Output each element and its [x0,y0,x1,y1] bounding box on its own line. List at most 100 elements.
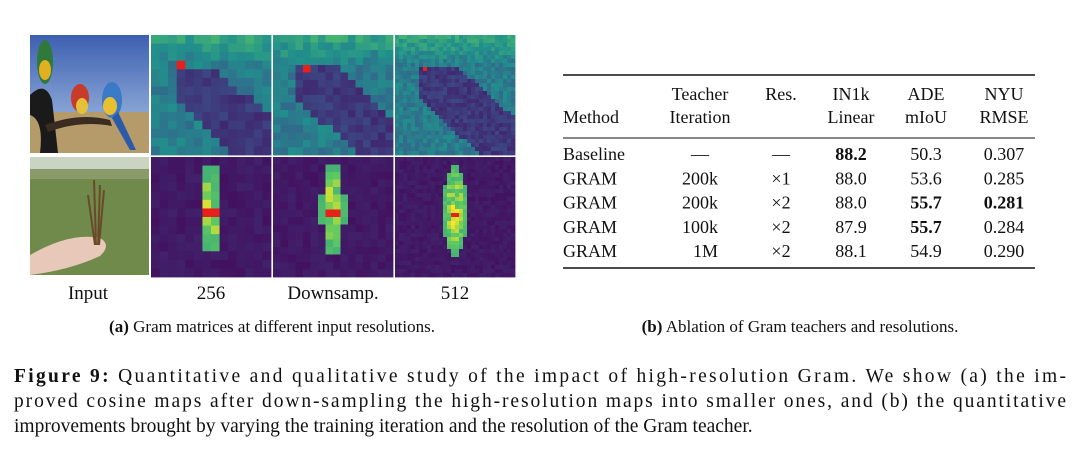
map-cell [471,123,476,128]
map-cell [455,103,460,108]
map-cell [419,107,424,112]
map-cell [459,169,464,174]
map-cell [435,87,440,92]
map-cell [333,65,341,73]
map-cell [467,229,472,234]
map-cell [370,140,379,148]
map-cell [411,83,416,88]
map-cell [411,169,416,174]
map-cell [483,39,488,44]
map-cell [435,225,440,230]
map-cell [427,173,432,178]
map-cell [419,237,424,242]
map-cell [459,201,464,206]
map-cell [487,209,492,214]
map-cell [411,273,416,278]
map-cell [495,261,500,266]
map-cell [185,103,195,113]
map-cell [511,221,516,226]
map-cell [499,51,504,56]
map-cell [459,87,464,92]
map-cell [475,119,480,124]
map-cell [262,191,272,201]
map-cell [395,99,400,104]
map-cell [303,172,311,180]
map-cell [455,83,460,88]
map-cell [471,173,476,178]
map-cell [443,139,448,144]
map-cell [245,157,255,166]
map-cell [487,47,492,52]
map-cell [443,249,448,254]
map-cell [483,43,488,48]
map-cell [439,193,444,198]
map-cell [378,269,386,278]
map-cell [310,194,319,203]
map-cell [399,39,404,44]
map-cell [399,95,404,100]
map-cell [431,209,436,214]
map-cell [475,273,480,278]
map-cell [407,253,412,258]
map-cell [193,52,203,62]
column-header: IN1k [833,84,870,104]
map-cell [288,35,296,43]
map-cell [262,103,272,113]
map-cell [423,229,428,234]
map-cell [435,127,440,132]
map-cell [378,102,386,111]
map-cell [495,233,500,238]
map-cell [159,208,169,218]
map-cell [288,194,296,203]
map-cell [262,208,272,218]
map-cell [403,147,408,152]
sub-caption: (b) Ablation of Gram teachers and resolu… [642,317,959,336]
map-cell [467,51,472,56]
map-cell [467,79,472,84]
map-cell [403,245,408,250]
map-cell [507,135,512,140]
map-cell [499,95,504,100]
map-cell [385,269,394,278]
map-cell [443,157,448,162]
map-cell [419,39,424,44]
map-cell [355,57,364,66]
map-cell [295,65,304,73]
map-cell [378,239,386,248]
map-cell [262,52,272,62]
map-cell [507,123,512,128]
map-cell [355,110,364,118]
map-cell [202,182,212,192]
map-cell [503,47,508,52]
map-cell [499,119,504,124]
map-cell [483,261,488,266]
map-cell [295,95,304,103]
map-cell [176,43,186,53]
map-cell [507,55,512,60]
map-cell [435,193,440,198]
map-cell [378,187,386,195]
map-cell [463,79,468,84]
map-cell [419,269,424,274]
map-cell [447,51,452,56]
map-cell [399,265,404,270]
map-cell [407,265,412,270]
map-cell [467,103,472,108]
map-cell [355,239,364,248]
map-cell [363,50,371,58]
map-cell [435,43,440,48]
map-cell [253,77,263,87]
map-cell [463,95,468,100]
map-cell [447,225,452,230]
map-cell [193,86,203,96]
map-cell [427,127,432,132]
map-cell [310,187,319,195]
map-cell [511,119,516,124]
map-cell [168,157,178,166]
map-cell [211,52,220,62]
map-cell [348,194,356,203]
map-cell [427,79,432,84]
map-cell [395,79,400,84]
map-cell [395,157,400,162]
map-cell [419,261,424,266]
